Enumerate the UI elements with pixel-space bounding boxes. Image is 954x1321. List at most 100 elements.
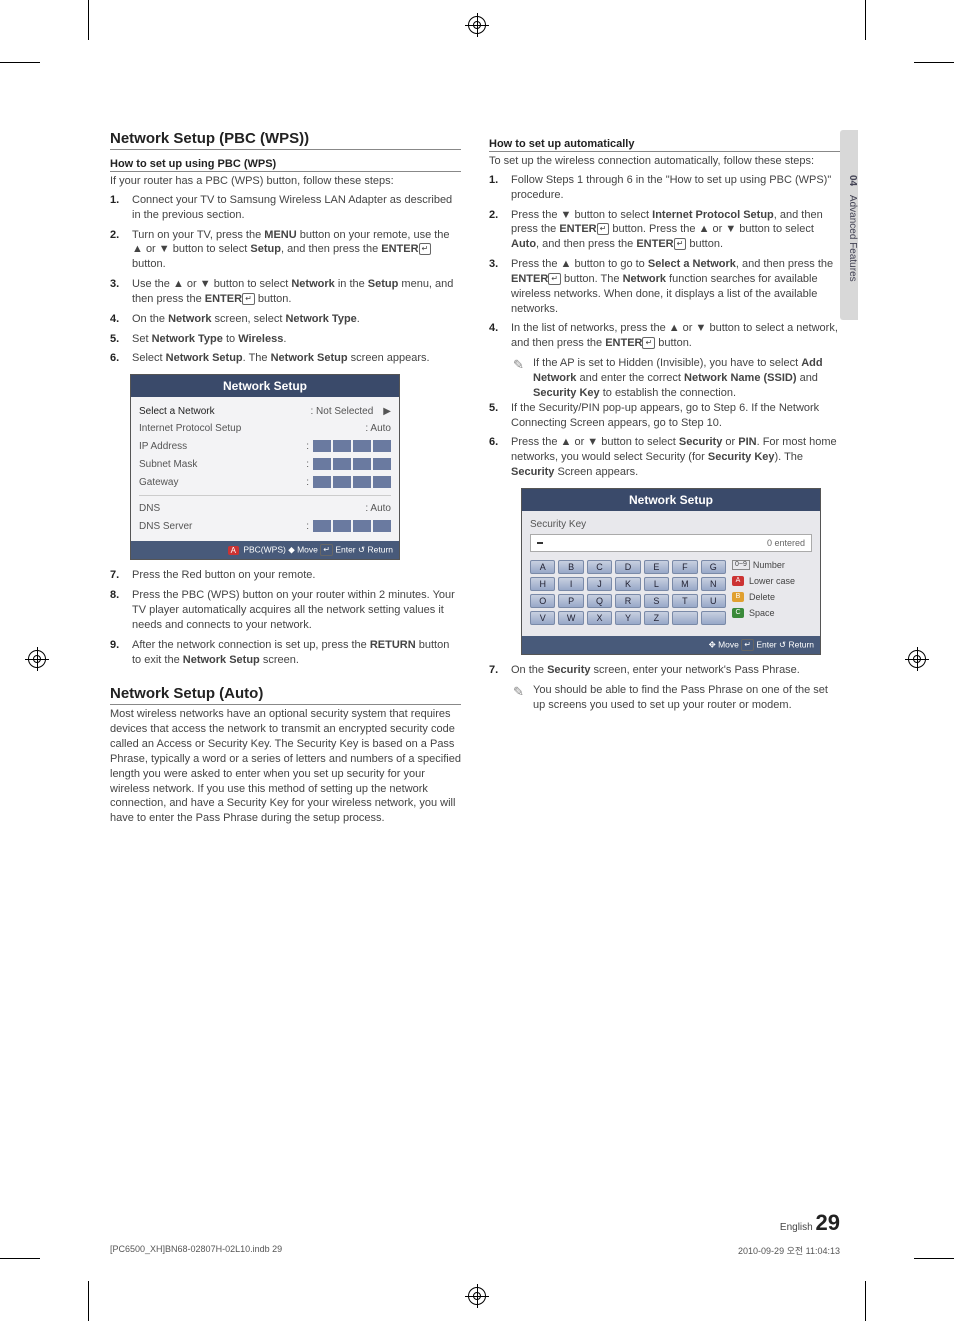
crop-mark — [865, 1281, 866, 1321]
tv-row: IP Address: — [139, 437, 391, 455]
keyboard-key[interactable]: H — [530, 577, 555, 591]
keyboard-key[interactable]: F — [672, 560, 697, 574]
keyboard-key[interactable]: U — [701, 594, 726, 608]
tv-footer: ✥ Move ↵ Enter ↺ Return — [522, 636, 820, 654]
keyboard-key[interactable]: R — [615, 594, 640, 608]
steps-list-auto-cont: 5.If the Security/PIN pop-up appears, go… — [489, 401, 840, 480]
keyboard-key[interactable]: K — [615, 577, 640, 591]
security-key-label: Security Key — [530, 519, 812, 530]
step-item: 7.On the Security screen, enter your net… — [489, 663, 840, 678]
keyboard-key[interactable]: T — [672, 594, 697, 608]
step-item: 5.Set Network Type to Wireless. — [110, 332, 461, 347]
right-column: How to set up automatically To set up th… — [489, 130, 840, 830]
note-hidden-ap: If the AP is set to Hidden (Invisible), … — [511, 356, 840, 401]
step-item: 3.Use the ▲ or ▼ button to select Networ… — [110, 277, 461, 307]
onscreen-keyboard: ABCDEFG HIJKLMN OPQRSTU VWXYZ — [530, 560, 726, 628]
keyboard-key[interactable]: G — [701, 560, 726, 574]
tv-row: Subnet Mask: — [139, 455, 391, 473]
step-item: 4.In the list of networks, press the ▲ o… — [489, 321, 840, 351]
step-item: 1.Connect your TV to Samsung Wireless LA… — [110, 193, 461, 223]
tv-row: Gateway: — [139, 473, 391, 491]
registration-mark — [908, 650, 926, 668]
heading-pbc-wps: Network Setup (PBC (WPS)) — [110, 130, 461, 150]
steps-list-pbc: 1.Connect your TV to Samsung Wireless LA… — [110, 193, 461, 366]
keyboard-key[interactable]: Q — [587, 594, 612, 608]
keyboard-key[interactable]: M — [672, 577, 697, 591]
page-number: English 29 — [780, 1210, 840, 1236]
step-item: 6.Press the ▲ or ▼ button to select Secu… — [489, 435, 840, 480]
keyboard-key[interactable]: X — [587, 611, 612, 625]
registration-mark — [468, 16, 486, 34]
step-item: 3.Press the ▲ button to go to Select a N… — [489, 257, 840, 316]
step-item: 8.Press the PBC (WPS) button on your rou… — [110, 588, 461, 633]
legend-item: 0~9Number — [732, 560, 812, 570]
tv-ui-security-key: Network Setup Security Key 0 entered ABC… — [521, 488, 821, 655]
legend-item: CSpace — [732, 608, 812, 618]
keyboard-key[interactable]: C — [587, 560, 612, 574]
crop-mark — [88, 1281, 89, 1321]
chapter-label: Advanced Features — [847, 195, 858, 282]
intro-text: If your router has a PBC (WPS) button, f… — [110, 174, 461, 189]
tv-row: DNS Server: — [139, 517, 391, 535]
red-a-icon: A — [228, 546, 239, 555]
crop-mark — [0, 62, 40, 63]
keyboard-key[interactable]: W — [558, 611, 583, 625]
keyboard-key[interactable]: V — [530, 611, 555, 625]
keyboard-key[interactable]: E — [644, 560, 669, 574]
tv-row: DNS: Auto — [139, 500, 391, 517]
subheading-pbc: How to set up using PBC (WPS) — [110, 158, 461, 172]
keyboard-key[interactable] — [701, 611, 726, 625]
tv-title: Network Setup — [522, 489, 820, 511]
keyboard-key[interactable]: A — [530, 560, 555, 574]
security-key-input[interactable]: 0 entered — [530, 534, 812, 552]
keyboard-key[interactable]: D — [615, 560, 640, 574]
crop-mark — [0, 1258, 40, 1259]
input-cursor — [537, 542, 543, 544]
crop-mark — [865, 0, 866, 40]
keyboard-key[interactable]: S — [644, 594, 669, 608]
steps-list-auto: 1.Follow Steps 1 through 6 in the "How t… — [489, 173, 840, 351]
chapter-tab: 04 Advanced Features — [840, 130, 858, 320]
legend-item: BDelete — [732, 592, 812, 602]
keyboard-key[interactable]: Z — [644, 611, 669, 625]
keyboard-key[interactable]: N — [701, 577, 726, 591]
crop-mark — [914, 62, 954, 63]
step-item: 4.On the Network screen, select Network … — [110, 312, 461, 327]
tv-row: Select a Network: Not Selected ▶ — [139, 403, 391, 420]
step-item: 2.Press the ▼ button to select Internet … — [489, 208, 840, 253]
step-item: 6.Select Network Setup. The Network Setu… — [110, 351, 461, 366]
keyboard-key[interactable] — [672, 611, 697, 625]
keyboard-key[interactable]: B — [558, 560, 583, 574]
crop-mark — [914, 1258, 954, 1259]
tv-ui-network-setup: Network Setup Select a Network: Not Sele… — [130, 374, 400, 560]
step-item: 1.Follow Steps 1 through 6 in the "How t… — [489, 173, 840, 203]
auto-description: Most wireless networks have an optional … — [110, 707, 461, 826]
auto-intro: To set up the wireless connection automa… — [489, 154, 840, 169]
crop-mark — [88, 0, 89, 40]
registration-mark — [28, 650, 46, 668]
keyboard-key[interactable]: J — [587, 577, 612, 591]
steps-list-auto-end: 7.On the Security screen, enter your net… — [489, 663, 840, 678]
subheading-auto: How to set up automatically — [489, 138, 840, 152]
steps-list-pbc-cont: 7.Press the Red button on your remote.8.… — [110, 568, 461, 667]
enter-icon: ↵ — [320, 544, 333, 556]
note-pass-phrase: You should be able to find the Pass Phra… — [511, 683, 840, 713]
keyboard-key[interactable]: Y — [615, 611, 640, 625]
keyboard-legend: 0~9Number ALower case BDelete CSpace — [732, 560, 812, 628]
print-footer: [PC6500_XH]BN68-02807H-02L10.indb 29 201… — [110, 1244, 840, 1257]
chapter-number: 04 — [847, 175, 858, 186]
tv-row: Internet Protocol Setup: Auto — [139, 420, 391, 437]
keyboard-key[interactable]: L — [644, 577, 669, 591]
keyboard-key[interactable]: P — [558, 594, 583, 608]
step-item: 5.If the Security/PIN pop-up appears, go… — [489, 401, 840, 431]
footer-filename: [PC6500_XH]BN68-02807H-02L10.indb 29 — [110, 1244, 282, 1257]
tv-title: Network Setup — [131, 375, 399, 397]
tv-footer: A PBC(WPS) ◆ Move ↵ Enter ↺ Return — [131, 541, 399, 559]
step-item: 2.Turn on your TV, press the MENU button… — [110, 228, 461, 273]
legend-item: ALower case — [732, 576, 812, 586]
registration-mark — [468, 1287, 486, 1305]
footer-timestamp: 2010-09-29 오전 11:04:13 — [738, 1244, 840, 1257]
keyboard-key[interactable]: O — [530, 594, 555, 608]
heading-auto: Network Setup (Auto) — [110, 685, 461, 705]
keyboard-key[interactable]: I — [558, 577, 583, 591]
